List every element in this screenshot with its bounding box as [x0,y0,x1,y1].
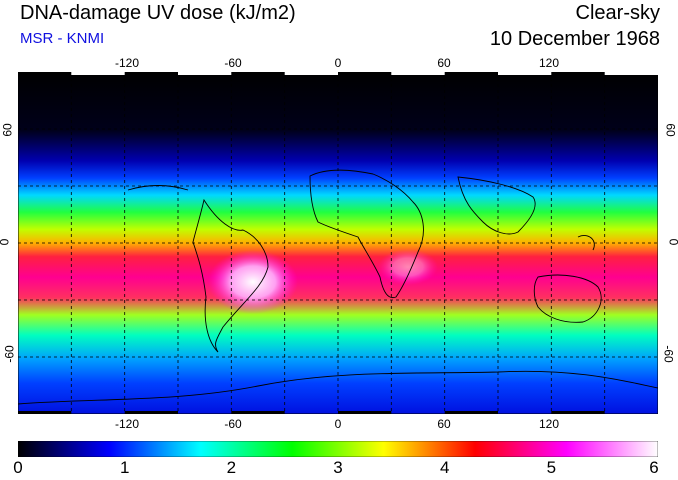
uv-peak-africa [378,249,438,285]
uv-peak-south-america [208,250,298,314]
title: DNA-damage UV dose (kJ/m2) [20,2,296,24]
frame-ticks [18,72,605,414]
uv-dose-map [18,72,658,414]
lon-tick-bottom: 0 [334,417,342,431]
colorbar-label: 5 [546,458,557,477]
lat-tick-left: 60 [0,123,15,137]
lon-tick-top: 120 [538,56,560,70]
colorbar-label: 6 [649,458,659,477]
lat-tick-right: 0 [667,239,678,246]
colorbar-label: 0 [13,458,23,477]
lon-tick-bottom: 120 [538,417,560,431]
lat-tick-right: -60 [661,345,676,363]
coastlines [18,169,658,405]
lat-tick-right: 60 [663,123,678,137]
lat-tick-left: 0 [0,239,11,246]
lat-tick-left: -60 [2,345,17,363]
colorbar-label: 3 [333,458,343,477]
lon-tick-top: 60 [437,56,451,70]
lon-tick-top: 0 [334,56,342,70]
graticule [18,72,658,414]
lon-tick-bottom: -60 [224,417,242,431]
lon-tick-bottom: 60 [437,417,451,431]
sky-condition: Clear-sky [575,2,660,24]
colorbar-label: 2 [226,458,237,477]
lon-tick-top: -120 [114,56,140,70]
credit: MSR - KNMI [20,30,105,47]
date: 10 December 1968 [489,28,660,50]
colorbar-ramp [18,441,658,457]
colorbar-label: 1 [119,458,130,477]
colorbar [18,441,658,457]
lon-tick-bottom: -120 [114,417,140,431]
colorbar-label: 4 [439,458,450,477]
lon-tick-top: -60 [224,56,242,70]
